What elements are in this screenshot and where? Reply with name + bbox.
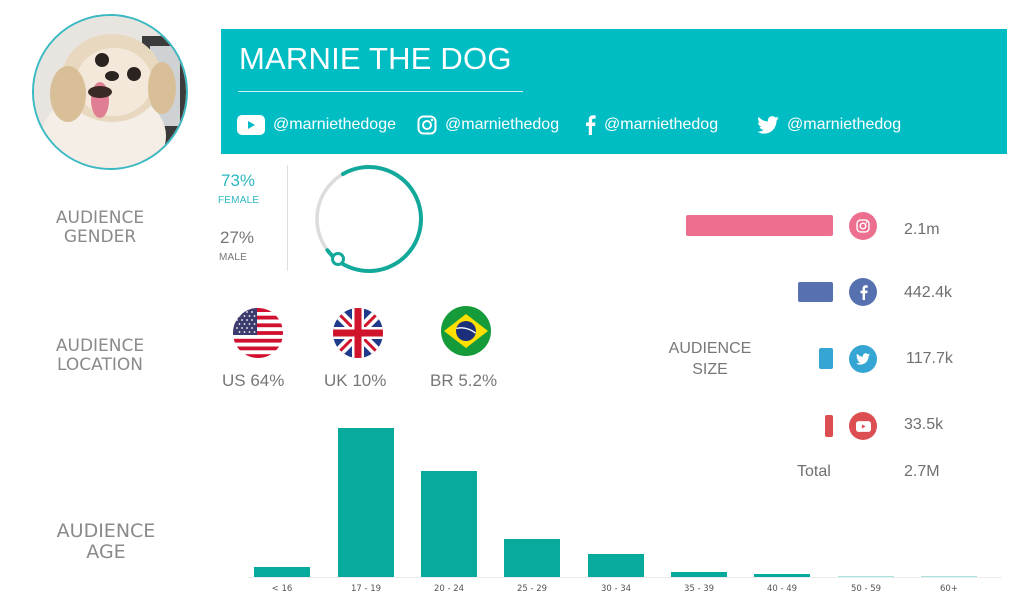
youtube-icon (237, 115, 265, 135)
size-label-line2: SIZE (692, 361, 728, 378)
size-label-line1: AUDIENCE (668, 340, 752, 357)
handle-youtube-text: @marniethedoge (273, 116, 396, 133)
title-divider (238, 91, 523, 92)
total-label: Total (797, 463, 831, 480)
size-value-twitter: 117.7k (906, 350, 953, 367)
total-value: 2.7M (904, 463, 940, 480)
age-tick-label: 17 - 19 (350, 584, 382, 594)
page-title: MARNIE THE DOG (239, 41, 512, 76)
facebook-icon (849, 278, 877, 306)
age-tick-label: 20 - 24 (433, 584, 465, 594)
size-value-instagram: 2.1m (904, 221, 940, 238)
gender-label-line2: GENDER (63, 227, 137, 247)
age-tick-label: 25 - 29 (516, 584, 548, 594)
age-section-label: AUDIENCE AGE (46, 521, 166, 563)
handle-instagram[interactable]: @marniethedog (417, 114, 559, 136)
location-label-line2: LOCATION (57, 355, 143, 375)
gender-label-line1: AUDIENCE (55, 208, 145, 228)
male-label: MALE (219, 252, 248, 263)
age-bar-40-49 (754, 574, 810, 577)
age-bar-20-24 (421, 471, 477, 577)
age-tick-label: 50 - 59 (850, 584, 882, 594)
handle-facebook-text: @marniethedog (604, 116, 719, 133)
us-location-label: US 64% (222, 371, 285, 390)
gender-ring-chart (315, 165, 423, 273)
size-value-youtube: 33.5k (904, 416, 944, 433)
br-flag-icon (441, 306, 491, 356)
handle-twitter[interactable]: @marniethedog (757, 114, 901, 136)
size-bar-youtube (825, 415, 833, 437)
us-flag-icon (233, 308, 283, 358)
profile-header: MARNIE THE DOG @marniethedoge @marniethe… (221, 29, 1007, 154)
facebook-icon (586, 115, 596, 135)
handle-twitter-text: @marniethedog (787, 116, 902, 133)
age-bar-25-29 (504, 539, 560, 577)
br-location-label: BR 5.2% (430, 371, 498, 390)
age-bar-50-59 (838, 576, 894, 577)
avatar (32, 14, 188, 170)
male-percent: 27% (220, 228, 255, 247)
age-label-line2: AGE (86, 541, 126, 563)
size-bar-instagram (686, 215, 833, 236)
age-tick-label: 40 - 49 (766, 584, 798, 594)
size-value-facebook: 442.4k (904, 284, 953, 301)
location-section-label: AUDIENCE LOCATION (40, 337, 160, 375)
age-label-line1: AUDIENCE (56, 520, 156, 542)
age-bar-under-16 (254, 567, 310, 577)
twitter-icon (757, 116, 779, 134)
age-bar-30-34 (588, 554, 644, 577)
age-tick-label: 35 - 39 (683, 584, 715, 594)
handle-instagram-text: @marniethedog (445, 116, 560, 133)
instagram-icon (417, 115, 437, 135)
age-bar-60-plus (921, 576, 977, 577)
age-chart-baseline (248, 577, 1002, 578)
size-section-label: AUDIENCE SIZE (650, 338, 770, 380)
instagram-icon (849, 212, 877, 240)
size-bar-facebook (798, 282, 833, 302)
age-tick-label: 30 - 34 (600, 584, 632, 594)
female-percent: 73% (221, 171, 256, 190)
location-label-line1: AUDIENCE (55, 336, 145, 356)
twitter-icon (849, 345, 877, 373)
uk-flag-icon (333, 308, 383, 358)
size-bar-twitter (819, 348, 833, 369)
gender-divider (287, 165, 288, 271)
handle-youtube[interactable]: @marniethedoge (237, 114, 396, 136)
youtube-icon (849, 412, 877, 440)
age-bar-17-19 (338, 428, 394, 577)
age-bar-35-39 (671, 572, 727, 577)
handle-facebook[interactable]: @marniethedog (584, 114, 718, 136)
age-tick-label: 60+ (940, 584, 958, 594)
uk-location-label: UK 10% (324, 371, 387, 390)
female-label: FEMALE (218, 195, 260, 206)
dog-photo-icon (34, 16, 186, 168)
ring-end-marker (331, 252, 345, 266)
age-tick-label: < 16 (271, 584, 293, 594)
gender-section-label: AUDIENCE GENDER (40, 209, 160, 247)
